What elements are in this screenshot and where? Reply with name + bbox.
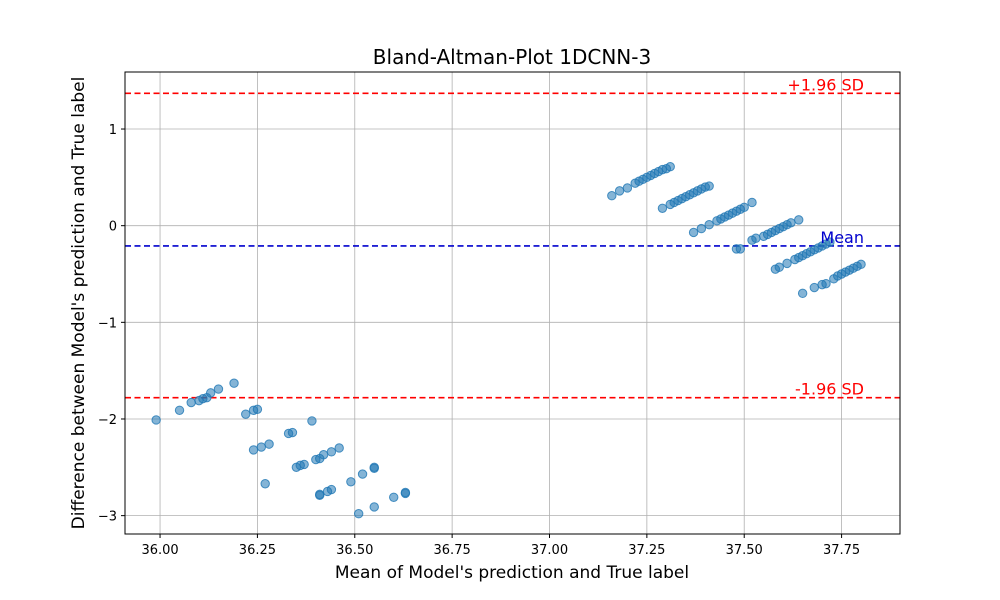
data-point — [252, 404, 263, 415]
data-point — [346, 477, 356, 487]
x-tick-label: 37.25 — [628, 543, 665, 558]
data-point — [400, 487, 411, 498]
x-tick-label: 36.50 — [336, 543, 373, 558]
data-point — [315, 489, 325, 500]
data-point — [821, 278, 831, 289]
data-point — [786, 218, 796, 228]
data-point — [260, 479, 270, 489]
x-tick-label: 37.50 — [726, 543, 763, 558]
data-point — [696, 223, 707, 234]
plot-frame — [124, 71, 901, 535]
data-point — [389, 492, 399, 502]
x-tick-label: 37.75 — [823, 543, 860, 558]
data-point — [782, 258, 792, 269]
data-point — [704, 181, 714, 191]
data-point — [326, 484, 337, 495]
data-point — [809, 282, 820, 293]
reference-line-label: Mean — [820, 228, 864, 247]
data-point — [739, 202, 749, 213]
data-point — [747, 197, 757, 208]
data-point — [369, 462, 379, 473]
data-point — [353, 509, 364, 519]
data-point — [151, 415, 161, 425]
chart-title: Bland-Altman-Plot 1DCNN-3 — [373, 45, 651, 69]
data-point — [622, 183, 633, 193]
data-point — [688, 227, 699, 238]
data-point — [774, 262, 784, 272]
y-tick-label: −3 — [98, 510, 117, 525]
x-axis-label: Mean of Model's prediction and True labe… — [335, 563, 689, 583]
data-point — [241, 409, 251, 419]
data-point — [174, 405, 185, 415]
data-point — [229, 378, 239, 388]
data-point — [607, 191, 617, 201]
data-point — [264, 439, 274, 449]
data-point — [825, 237, 835, 247]
data-point — [326, 447, 337, 457]
y-tick-label: 1 — [109, 123, 117, 138]
data-points — [151, 162, 866, 519]
data-point — [797, 288, 808, 299]
data-point — [318, 450, 329, 460]
y-tick-label: 0 — [109, 220, 117, 235]
grid-lines — [125, 72, 900, 534]
x-tick-label: 36.00 — [141, 543, 178, 558]
data-point — [287, 427, 298, 438]
data-point — [614, 186, 625, 196]
data-point — [334, 443, 344, 453]
data-point — [256, 442, 267, 452]
data-point — [205, 388, 216, 398]
data-point — [213, 384, 224, 394]
data-point — [704, 220, 714, 230]
data-point — [751, 233, 761, 243]
data-point — [657, 203, 668, 213]
y-tick-label: −1 — [98, 316, 117, 331]
data-point — [357, 469, 368, 479]
x-tick-label: 36.75 — [434, 543, 471, 558]
y-tick-label: −2 — [98, 413, 117, 428]
data-point — [856, 259, 866, 270]
y-axis-ticks: −3 −2 −1 0 1 — [98, 123, 125, 525]
x-tick-label: 36.25 — [239, 543, 276, 558]
data-point — [299, 459, 309, 470]
data-point — [307, 416, 317, 426]
data-point — [665, 162, 675, 172]
x-axis-ticks: 36.00 36.25 36.50 36.75 37.00 37.25 37.50 37.75 — [141, 534, 860, 558]
data-point — [735, 244, 746, 254]
reference-line-label: -1.96 SD — [795, 380, 864, 399]
data-point — [248, 445, 259, 455]
reference-labels: +1.96 SD Mean -1.96 SD — [787, 75, 864, 398]
x-tick-label: 37.00 — [531, 543, 568, 558]
y-axis-label: Difference between Model's prediction an… — [69, 77, 89, 530]
data-point — [794, 215, 804, 225]
data-point — [186, 397, 196, 408]
reference-line-label: +1.96 SD — [787, 75, 864, 94]
data-point — [369, 502, 379, 512]
reference-lines — [125, 92, 900, 399]
